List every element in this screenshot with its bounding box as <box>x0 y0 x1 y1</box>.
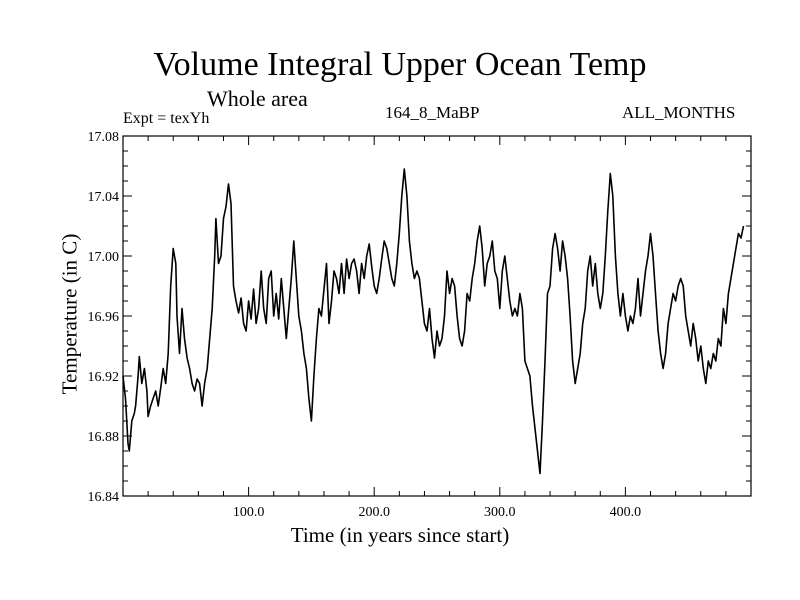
y-tick-label: 17.04 <box>88 190 120 205</box>
axis-tick-labels: 100.0 200.0 300.0 400.0 16.84 16.88 16.92 16.96… <box>88 130 642 520</box>
y-tick-label: 17.08 <box>88 130 120 145</box>
months-label: ALL_MONTHS <box>622 103 736 122</box>
y-tick-label: 16.96 <box>88 310 120 325</box>
experiment-label: Expt = texYh <box>123 110 210 127</box>
axis-ticks <box>123 136 751 496</box>
y-tick-label: 17.00 <box>88 250 120 265</box>
x-tick-label: 100.0 <box>233 505 265 520</box>
x-tick-label: 200.0 <box>358 505 390 520</box>
chart-subtitle: Whole area <box>207 86 308 111</box>
x-tick-label: 400.0 <box>610 505 642 520</box>
run-label: 164_8_MaBP <box>385 103 480 122</box>
plot-frame <box>122 135 752 497</box>
series-line <box>122 168 745 475</box>
y-tick-label: 16.88 <box>88 430 120 445</box>
y-tick-label: 16.92 <box>88 370 120 385</box>
x-axis-label: Time (in years since start) <box>290 523 510 547</box>
chart-title: Volume Integral Upper Ocean Temp <box>153 46 647 83</box>
y-tick-label: 16.84 <box>88 490 120 505</box>
x-tick-label: 300.0 <box>484 505 516 520</box>
